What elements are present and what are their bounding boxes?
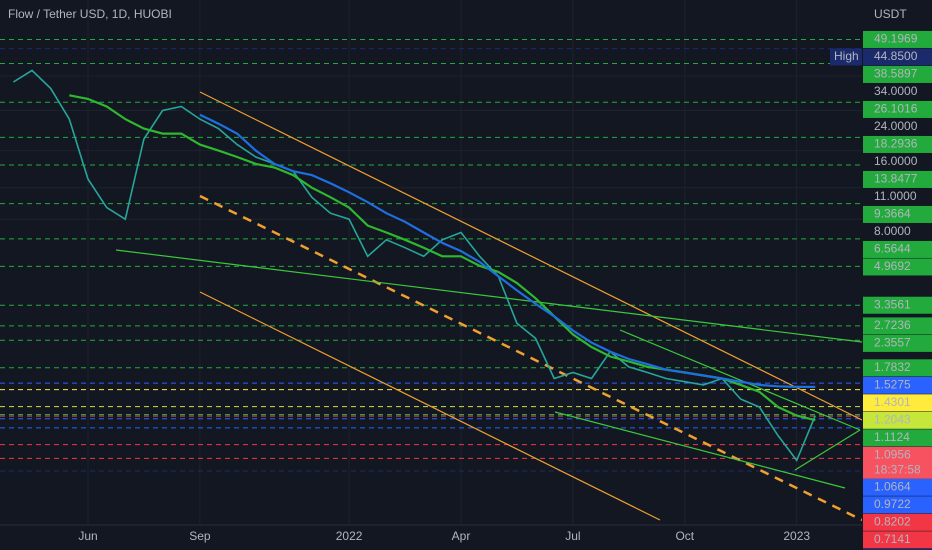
price-label: 44.8500: [874, 49, 918, 63]
price-label-box: [863, 429, 932, 447]
price-line: [12, 69, 817, 463]
x-tick-label: Sep: [189, 529, 211, 543]
price-label-box: [863, 258, 932, 276]
price-label: 38.5897: [874, 67, 918, 81]
price-label-box: [863, 513, 932, 531]
price-label-box: [863, 296, 932, 314]
price-label: 6.5644: [874, 242, 911, 256]
price-label: 1.1124: [874, 430, 910, 444]
x-tick-label: Jul: [565, 529, 580, 543]
price-label-box: [863, 376, 932, 394]
price-label: 4.9692: [874, 259, 911, 273]
y-tick-label: 8.0000: [874, 224, 911, 238]
price-label-box: [863, 496, 932, 514]
price-label: 9.3664: [874, 207, 911, 221]
x-tick-label: 2022: [336, 529, 363, 543]
chart-title: Flow / Tether USD, 1D, HUOBI: [8, 7, 172, 21]
price-label-box: [863, 205, 932, 223]
trendline: [199, 194, 863, 522]
price-label: 1.0664: [874, 479, 911, 493]
price-label: 13.8477: [874, 172, 918, 186]
y-tick-label: 24.0000: [874, 119, 918, 133]
trendline: [199, 291, 661, 521]
price-label-box: [863, 135, 932, 153]
grid: [0, 0, 862, 525]
price-line: [199, 113, 816, 388]
price-label-box: [863, 359, 932, 377]
price-label: 1.0956: [874, 447, 911, 461]
trendline: [619, 329, 861, 431]
price-label-box: [863, 446, 932, 479]
trendline: [794, 429, 861, 471]
price-label: 49.1969: [874, 32, 918, 46]
x-tick-label: Apr: [452, 529, 471, 543]
price-label-box: [863, 411, 932, 429]
price-label-box: [863, 531, 932, 549]
price-label: 2.7236: [874, 318, 911, 332]
x-tick-label: 2023: [783, 529, 810, 543]
y-tick-label: 34.0000: [874, 84, 918, 98]
trendlines: [115, 91, 863, 522]
price-label-box: [863, 240, 932, 258]
y-tick-label: 16.0000: [874, 154, 918, 168]
price-label: 3.3561: [874, 297, 911, 311]
price-label-box: [863, 394, 932, 412]
price-label: 2.3557: [874, 336, 911, 350]
series: [12, 69, 817, 463]
price-label: 0.9722: [874, 497, 911, 511]
countdown: 18:37:58: [874, 462, 921, 476]
x-tick-label: Oct: [675, 529, 694, 543]
trendline: [115, 249, 863, 343]
tag-label: High: [834, 49, 859, 63]
price-label: 26.1016: [874, 102, 918, 116]
price-label: 18.2936: [874, 137, 918, 151]
price-label-box: [863, 30, 932, 48]
price-label-box: [863, 48, 932, 66]
price-label-box: [863, 65, 932, 83]
price-label-box: [863, 317, 932, 335]
price-label: 1.4301: [874, 395, 911, 409]
price-label-box: [863, 100, 932, 118]
y-tick-label: 11.0000: [874, 189, 917, 203]
price-label: 1.7832: [874, 360, 911, 374]
trendline: [554, 411, 846, 489]
axis-labels: Jun Sep 2022 Apr Jul Oct 2023 49.1969 44.8500 Hig…: [78, 30, 932, 550]
x-tick-label: Jun: [78, 529, 97, 543]
price-label: 1.2043: [874, 412, 911, 426]
price-label: 0.8202: [874, 514, 911, 528]
price-label-box: [863, 478, 932, 496]
price-label-box: [863, 548, 932, 550]
axis-unit: USDT: [874, 7, 907, 21]
price-label-box: [863, 334, 932, 352]
tag-box: [830, 48, 862, 66]
price-label-box: [863, 170, 932, 188]
price-label: 0.7141: [874, 532, 911, 546]
trendline: [199, 91, 863, 421]
price-label: 1.5275: [874, 377, 911, 391]
